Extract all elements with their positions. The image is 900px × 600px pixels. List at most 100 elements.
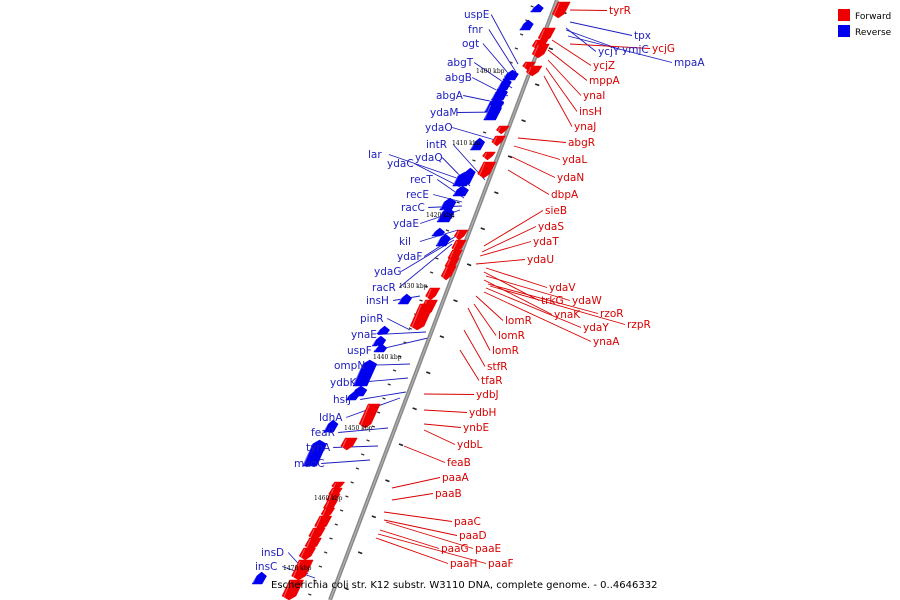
- gene-arrow-highlight: [491, 88, 498, 100]
- leader-line: [386, 318, 411, 331]
- reverse-gene-label: ycjY: [598, 46, 620, 58]
- gene-arrow-highlight: [532, 40, 538, 50]
- minor-tick: [313, 579, 317, 582]
- minor-tick: [385, 479, 390, 483]
- gene-arrow-highlight: [531, 4, 535, 12]
- minor-tick: [472, 159, 476, 162]
- reverse-gene-arrow: [371, 335, 387, 347]
- leader-line: [545, 67, 578, 112]
- minor-tick: [366, 439, 370, 442]
- reverse-gene-arrow: [519, 19, 534, 31]
- minor-tick: [453, 299, 458, 303]
- forward-gene-label: paaB: [435, 488, 462, 500]
- leader-line: [488, 29, 517, 73]
- gene-arrow-highlight: [441, 266, 448, 280]
- reverse-gene-label: pinR: [360, 313, 384, 325]
- leader-line: [338, 427, 389, 433]
- gene-arrow-highlight: [372, 336, 378, 346]
- reverse-gene-label: uspE: [464, 9, 489, 21]
- reverse-gene-arrow: [431, 227, 446, 237]
- legend-reverse-swatch: [838, 25, 850, 37]
- minor-tick: [345, 495, 349, 498]
- gene-arrow-highlight: [321, 508, 327, 518]
- forward-gene-arrow: [281, 579, 304, 600]
- forward-gene-label: feaB: [447, 457, 471, 469]
- forward-gene-label: trkG: [541, 295, 564, 307]
- forward-gene-label: ydaL: [562, 154, 587, 166]
- leader-line: [483, 291, 592, 342]
- reverse-gene-arrow: [529, 3, 544, 13]
- gene-arrow-highlight: [484, 104, 492, 120]
- minor-tick: [534, 83, 540, 87]
- reverse-gene-label: ydaQ: [415, 152, 443, 164]
- label-leader-lines: [282, 9, 673, 579]
- minor-tick: [419, 299, 423, 302]
- tick-label-1440: 1440 kbp: [373, 354, 402, 361]
- gene-arrow-highlight: [497, 78, 503, 90]
- leader-line: [490, 14, 519, 65]
- reverse-gene-arrow: [436, 207, 455, 223]
- leader-line: [475, 259, 526, 265]
- gene-arrow-highlight: [303, 440, 315, 466]
- leader-line: [513, 145, 561, 160]
- reverse-gene-label: ogt: [462, 38, 479, 50]
- leader-line: [403, 445, 446, 463]
- minor-tick: [308, 593, 312, 596]
- gene-arrow-highlight: [483, 152, 487, 160]
- forward-gene-label: paaG: [441, 543, 469, 555]
- reverse-gene-label: ydaG: [374, 266, 401, 278]
- minor-tick: [376, 411, 381, 414]
- gene-arrow-highlight: [436, 234, 442, 246]
- forward-gene-label: ydaU: [527, 254, 554, 266]
- forward-gene-label: dbpA: [551, 189, 579, 201]
- leader-line: [569, 43, 651, 49]
- leader-line: [569, 9, 608, 11]
- leader-line: [509, 155, 556, 178]
- gene-arrow-highlight: [377, 326, 382, 334]
- reverse-gene-arrow: [302, 439, 327, 467]
- gene-arrow-highlight: [426, 288, 432, 300]
- forward-gene-label: tyrR: [609, 5, 631, 17]
- minor-tick: [445, 229, 450, 232]
- gene-arrow-highlight: [478, 162, 486, 178]
- minor-tick: [344, 587, 349, 591]
- minor-tick: [408, 327, 413, 330]
- forward-gene-label: mppA: [589, 75, 621, 87]
- minor-tick: [350, 481, 354, 484]
- gene-arrow-highlight: [398, 294, 404, 304]
- minor-tick: [425, 371, 431, 375]
- forward-gene-arrow: [495, 125, 510, 135]
- forward-gene-label: ycjZ: [593, 60, 615, 72]
- leader-line: [383, 519, 458, 536]
- reverse-gene-label: abgT: [447, 57, 474, 69]
- forward-gene-label: ynaA: [593, 336, 620, 348]
- leader-line: [547, 49, 588, 81]
- reverse-gene-label: ydbK: [330, 377, 358, 389]
- gene-arrow-highlight: [532, 44, 539, 58]
- forward-gene-label: ydaN: [557, 172, 584, 184]
- leader-line: [481, 226, 537, 253]
- leader-line: [485, 275, 571, 301]
- leader-line: [459, 349, 480, 381]
- reverse-gene-label: ydaM: [430, 107, 458, 119]
- gene-arrow-highlight: [520, 20, 525, 30]
- reverse-gene-label: ydaO: [425, 122, 453, 134]
- forward-gene-label: ydaY: [583, 322, 609, 334]
- gene-features: [251, 1, 571, 600]
- gene-arrow-highlight: [496, 126, 501, 134]
- leader-line: [543, 75, 573, 127]
- minor-tick: [403, 341, 407, 344]
- reverse-gene-label: tynA: [306, 442, 331, 454]
- leader-line: [360, 391, 407, 400]
- forward-gene-label: ydbH: [469, 407, 496, 419]
- genome-backbone: [328, 0, 559, 600]
- leader-line: [333, 445, 379, 448]
- tick-label-1450: 1450 kbp: [344, 425, 373, 432]
- reverse-gene-label: tpx: [634, 30, 651, 42]
- reverse-gene-label: lar: [368, 149, 382, 161]
- forward-gene-label: ydaT: [533, 236, 559, 248]
- reverse-gene-label: recT: [410, 174, 433, 186]
- leader-line: [388, 154, 469, 183]
- genome-caption: Escherichia coli str. K12 substr. W3110 …: [271, 580, 657, 591]
- gene-arrow-highlight: [440, 198, 446, 210]
